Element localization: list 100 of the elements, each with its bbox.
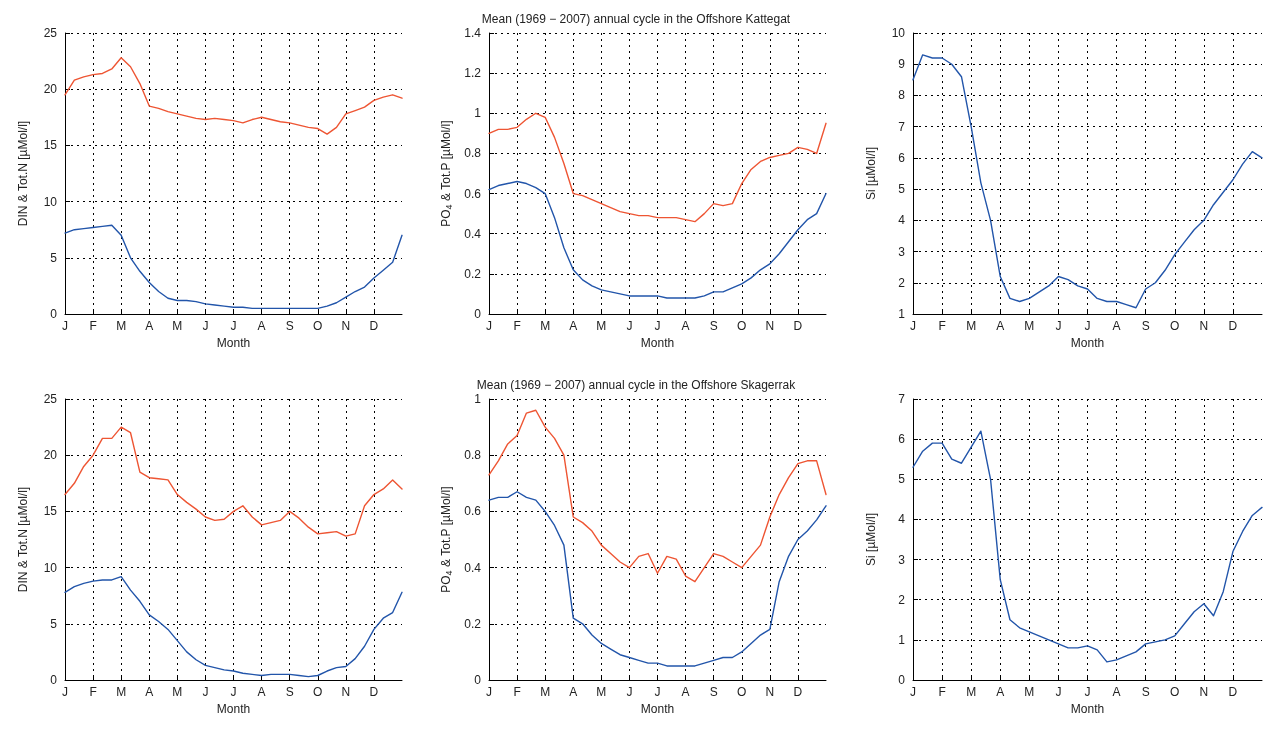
y-tick-label: 7 xyxy=(898,392,906,406)
y-tick-label: 2 xyxy=(898,592,906,607)
x-axis-title: Month xyxy=(216,335,251,350)
x-tick-label: J xyxy=(230,685,237,699)
y-tick-label: 10 xyxy=(43,560,58,575)
x-axis-title: Month xyxy=(216,701,251,716)
y-tick-label: 0.8 xyxy=(464,448,482,463)
x-tick-label: A xyxy=(569,319,578,333)
x-axis-title: Month xyxy=(640,701,675,716)
x-tick-label: M xyxy=(1024,319,1035,333)
x-tick-label: J xyxy=(202,685,209,699)
x-tick-label: M xyxy=(540,319,551,333)
x-tick-label: J xyxy=(486,685,492,699)
x-tick-label: D xyxy=(369,319,379,333)
x-tick-label: J xyxy=(626,685,633,699)
y-tick-label: 0 xyxy=(50,307,58,321)
y-axis-title: PO4 & Tot.P [µMol/l] xyxy=(438,120,454,227)
x-tick-label: O xyxy=(1170,319,1180,333)
chart-title: Mean (1969 − 2007) annual cycle in the Offshore Skagerrak xyxy=(476,378,797,392)
x-tick-label: O xyxy=(313,685,323,699)
y-tick-label: 2 xyxy=(898,275,906,290)
x-tick-label: S xyxy=(285,319,294,333)
x-tick-label: J xyxy=(1084,319,1091,333)
y-tick-label: 4 xyxy=(898,213,906,228)
y-tick-label: 0.4 xyxy=(464,560,482,575)
x-tick-label: A xyxy=(996,319,1005,333)
x-tick-label: J xyxy=(910,319,916,333)
x-tick-label: O xyxy=(737,319,747,333)
y-tick-label: 3 xyxy=(898,552,906,567)
x-tick-label: J xyxy=(1084,685,1091,699)
y-tick-label: 8 xyxy=(898,88,906,103)
x-tick-label: N xyxy=(341,685,351,699)
y-tick-label: 1 xyxy=(898,307,906,321)
y-tick-label: 10 xyxy=(43,194,58,209)
line-series xyxy=(64,426,403,537)
y-tick-label: 1.4 xyxy=(464,26,482,40)
y-tick-label: 9 xyxy=(898,57,906,72)
y-tick-label: 25 xyxy=(43,392,58,406)
x-tick-label: J xyxy=(654,319,661,333)
y-tick-label: 0 xyxy=(898,673,906,687)
x-tick-label: J xyxy=(1055,685,1062,699)
y-tick-label: 6 xyxy=(898,432,906,447)
y-axis-title: Si [µMol/l] xyxy=(864,147,878,200)
x-tick-label: M xyxy=(596,685,607,699)
y-tick-label: 0.4 xyxy=(464,226,482,241)
x-tick-label: N xyxy=(765,685,775,699)
x-tick-label: O xyxy=(737,685,747,699)
chart-title: Mean (1969 − 2007) annual cycle in the Offshore Kattegat xyxy=(481,12,791,26)
y-axis-title: Si [µMol/l] xyxy=(864,513,878,566)
x-tick-label: F xyxy=(513,685,521,699)
x-tick-label: M xyxy=(116,685,127,699)
x-tick-label: N xyxy=(1199,685,1209,699)
x-tick-label: A xyxy=(257,685,266,699)
line-series xyxy=(488,112,827,223)
x-tick-label: J xyxy=(486,319,492,333)
x-tick-label: F xyxy=(89,319,97,333)
x-tick-label: J xyxy=(62,685,68,699)
y-tick-label: 1 xyxy=(898,632,906,647)
x-tick-label: M xyxy=(540,685,551,699)
x-tick-label: A xyxy=(569,685,578,699)
x-tick-label: D xyxy=(1228,685,1238,699)
y-tick-label: 5 xyxy=(898,182,906,197)
y-tick-label: 1.2 xyxy=(464,66,482,81)
y-tick-label: 4 xyxy=(898,512,906,527)
x-tick-label: M xyxy=(172,685,183,699)
y-tick-label: 15 xyxy=(43,138,58,153)
x-tick-label: F xyxy=(89,685,97,699)
x-tick-label: J xyxy=(654,685,661,699)
y-tick-label: 1 xyxy=(474,392,482,406)
x-tick-label: N xyxy=(1199,319,1209,333)
x-tick-label: J xyxy=(910,685,916,699)
y-tick-label: 20 xyxy=(43,82,58,97)
y-tick-label: 7 xyxy=(898,119,906,134)
x-tick-label: M xyxy=(116,319,127,333)
y-tick-label: 0.2 xyxy=(464,266,482,281)
x-tick-label: M xyxy=(966,319,977,333)
y-tick-label: 0.6 xyxy=(464,504,482,519)
y-tick-label: 5 xyxy=(50,616,58,631)
y-tick-label: 5 xyxy=(50,250,58,265)
x-tick-label: N xyxy=(765,319,775,333)
x-tick-label: N xyxy=(341,319,351,333)
x-tick-label: F xyxy=(938,685,946,699)
y-tick-label: 20 xyxy=(43,448,58,463)
y-tick-label: 0.8 xyxy=(464,146,482,161)
y-axis-title: DIN & Tot.N [µMol/l] xyxy=(16,486,30,593)
x-tick-label: S xyxy=(709,319,718,333)
line-series xyxy=(912,430,1263,663)
y-tick-label: 0 xyxy=(474,307,482,321)
x-tick-label: S xyxy=(1141,319,1150,333)
line-series xyxy=(488,180,827,299)
x-tick-label: A xyxy=(996,685,1005,699)
y-tick-label: 15 xyxy=(43,504,58,519)
y-tick-label: 1 xyxy=(474,106,482,121)
x-axis-title: Month xyxy=(640,335,675,350)
y-tick-label: 25 xyxy=(43,26,58,40)
y-tick-label: 3 xyxy=(898,244,906,259)
x-tick-label: A xyxy=(257,319,266,333)
line-series xyxy=(912,54,1263,309)
x-tick-label: J xyxy=(62,319,68,333)
y-tick-label: 0 xyxy=(474,673,482,687)
